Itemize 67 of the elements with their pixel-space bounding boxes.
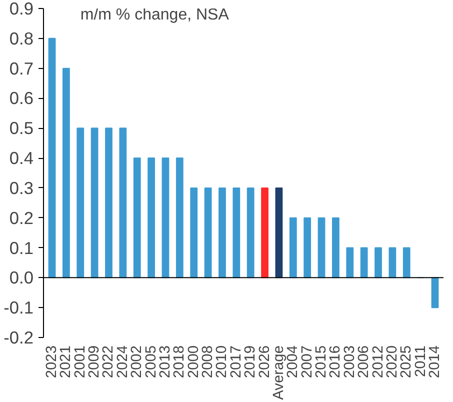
bar	[218, 187, 226, 278]
bar	[90, 128, 98, 278]
y-tick-label: 0.9	[9, 0, 34, 18]
x-tick-label: 2013	[157, 345, 174, 378]
bar	[304, 217, 312, 278]
bar	[62, 68, 70, 278]
bar	[148, 158, 155, 278]
x-tick-label: 2015	[314, 345, 330, 378]
bar	[48, 38, 56, 278]
x-tick-label: 2022	[100, 345, 117, 378]
x-tick-label: 2005	[143, 345, 160, 378]
x-tick-label: 2016	[328, 345, 344, 378]
bar	[332, 217, 340, 278]
y-tick-label: 0.2	[9, 208, 34, 228]
bar	[76, 128, 84, 278]
bar	[190, 187, 198, 278]
y-tick-label: -0.2	[4, 328, 34, 348]
bar	[261, 187, 268, 278]
y-tick-label: 0.8	[9, 28, 34, 48]
x-tick-label: 2023	[44, 345, 60, 378]
bar	[402, 247, 410, 278]
x-tick-label: 2008	[200, 345, 216, 378]
bar	[119, 128, 127, 278]
x-tick-label: 2010	[214, 345, 230, 378]
x-tick-label: 2006	[356, 345, 372, 378]
x-tick-label: 2017	[228, 345, 244, 378]
bar	[105, 128, 112, 278]
y-tick-label: 0.3	[9, 178, 34, 198]
x-tick-label: 2012	[370, 345, 386, 378]
x-tick-label: 2021	[58, 345, 74, 378]
x-tick-label: 2024	[114, 345, 131, 378]
bar	[246, 187, 254, 278]
x-tick-label: 2000	[186, 345, 202, 378]
y-tick-label: 0.0	[9, 268, 34, 288]
x-tick-label: 2001	[72, 345, 88, 378]
bar	[176, 158, 184, 278]
bar	[346, 247, 354, 278]
y-tick-label: 0.4	[9, 148, 34, 168]
y-tick-label: -0.1	[4, 298, 34, 318]
x-tick-label: 2011	[412, 345, 429, 378]
x-tick-label: 2020	[384, 345, 400, 378]
bar	[204, 187, 212, 278]
x-tick-label: 2018	[172, 345, 188, 378]
bar	[360, 247, 368, 278]
bar	[388, 247, 396, 278]
x-tick-label: 2003	[342, 345, 358, 378]
y-tick-label: 0.1	[9, 238, 34, 258]
bar	[289, 217, 297, 278]
bar	[133, 158, 141, 278]
x-tick-label: 2026	[256, 345, 273, 378]
x-tick-label: 2002	[129, 345, 146, 378]
x-tick-label: 2019	[242, 345, 259, 378]
bar	[232, 187, 240, 278]
x-tick-label: 2025	[398, 345, 415, 378]
x-tick-label: 2004	[285, 345, 302, 378]
y-tick-label: 0.6	[9, 88, 34, 108]
x-tick-label: 2009	[86, 345, 103, 378]
x-tick-label: 2007	[299, 345, 316, 378]
x-tick-label: Average	[270, 345, 287, 400]
x-tick-label: 2014	[426, 345, 443, 378]
bar	[318, 217, 326, 278]
bar	[374, 247, 382, 278]
bar	[275, 187, 283, 278]
y-tick-label: 0.7	[9, 58, 34, 78]
y-tick-label: 0.5	[9, 118, 34, 138]
bar	[162, 158, 170, 278]
bar	[431, 277, 439, 308]
